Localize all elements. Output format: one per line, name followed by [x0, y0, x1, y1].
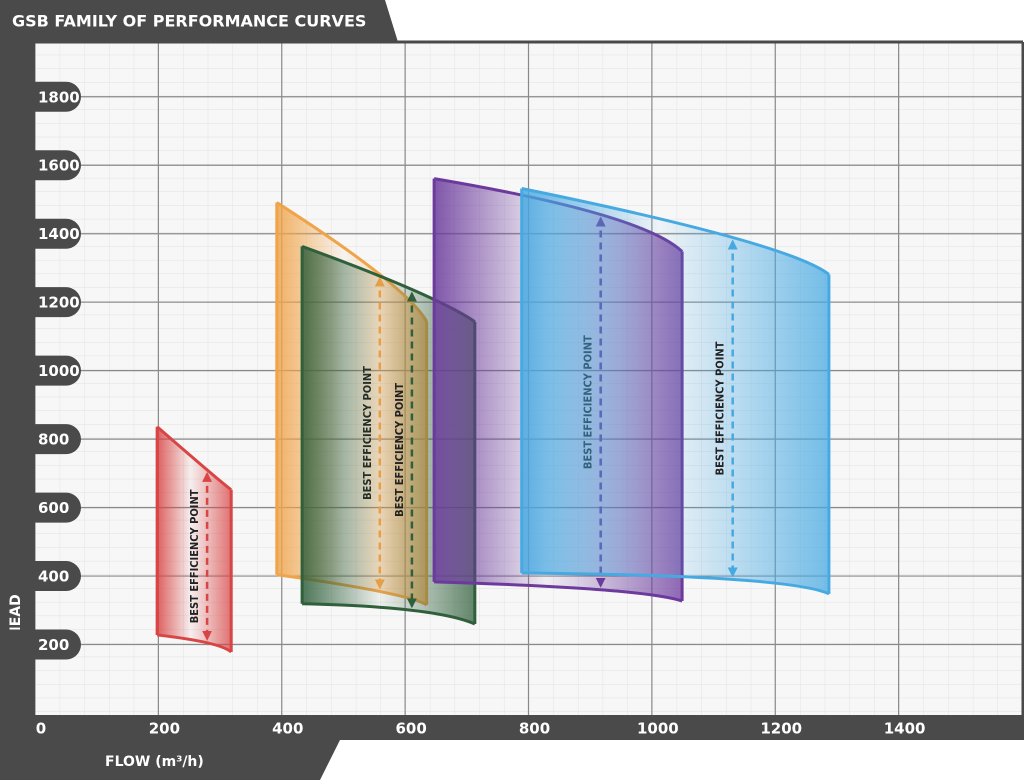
bep-label: BEST EFFICIENCY POINT	[714, 341, 727, 475]
y-tick-tab	[0, 424, 81, 455]
bottom-curve	[521, 571, 830, 596]
x-tick-label: 400	[272, 720, 303, 738]
y-tick-tab	[0, 561, 81, 592]
y-tick-tab	[0, 218, 81, 249]
bep-label: BEST EFFICIENCY POINT	[393, 383, 406, 517]
x-tick-label: 1000	[637, 720, 679, 738]
y-tick-tab	[0, 150, 81, 181]
y-tick-label: 600	[38, 499, 69, 517]
top-curve	[521, 187, 830, 276]
bottom-bar	[0, 715, 1024, 780]
x-tick-label: 200	[149, 720, 180, 738]
envelope-fill	[521, 188, 829, 594]
y-tick-tab	[0, 492, 82, 523]
y-tick-label: 200	[38, 636, 69, 654]
y-tick-label: 1000	[38, 362, 80, 380]
bottom-curve	[156, 633, 233, 654]
x-tick-label: 1200	[760, 720, 802, 738]
chart-title: GSB FAMILY OF PERFORMANCE CURVES	[12, 12, 366, 31]
bep-label: BEST EFFICIENCY POINT	[188, 489, 201, 623]
envelope-fill	[157, 426, 232, 653]
title-tab	[0, 0, 398, 42]
envelope-fill	[302, 246, 475, 624]
bottom-curve	[302, 602, 476, 626]
y-tick-tab	[0, 355, 81, 386]
x-tick-label: 1400	[884, 720, 926, 738]
x-tick-label: 800	[519, 720, 550, 738]
y-tick-label: 800	[38, 431, 69, 449]
bottom-curve	[434, 580, 683, 603]
y-tick-tab	[0, 629, 81, 660]
x-tick-label: 0	[36, 720, 46, 738]
y-tick-label: 1400	[38, 225, 80, 243]
y-tick-label: 1800	[38, 88, 80, 106]
y-tick-label: 1600	[38, 157, 80, 175]
y-tick-tab	[0, 81, 81, 112]
top-curve	[156, 425, 233, 491]
x-axis-label: FLOW (m³/h)	[105, 754, 204, 770]
y-tick-label: 1200	[38, 294, 80, 312]
y-tick-label: 400	[38, 568, 69, 586]
x-tick-label: 600	[395, 720, 426, 738]
y-tick-tab	[0, 287, 81, 318]
